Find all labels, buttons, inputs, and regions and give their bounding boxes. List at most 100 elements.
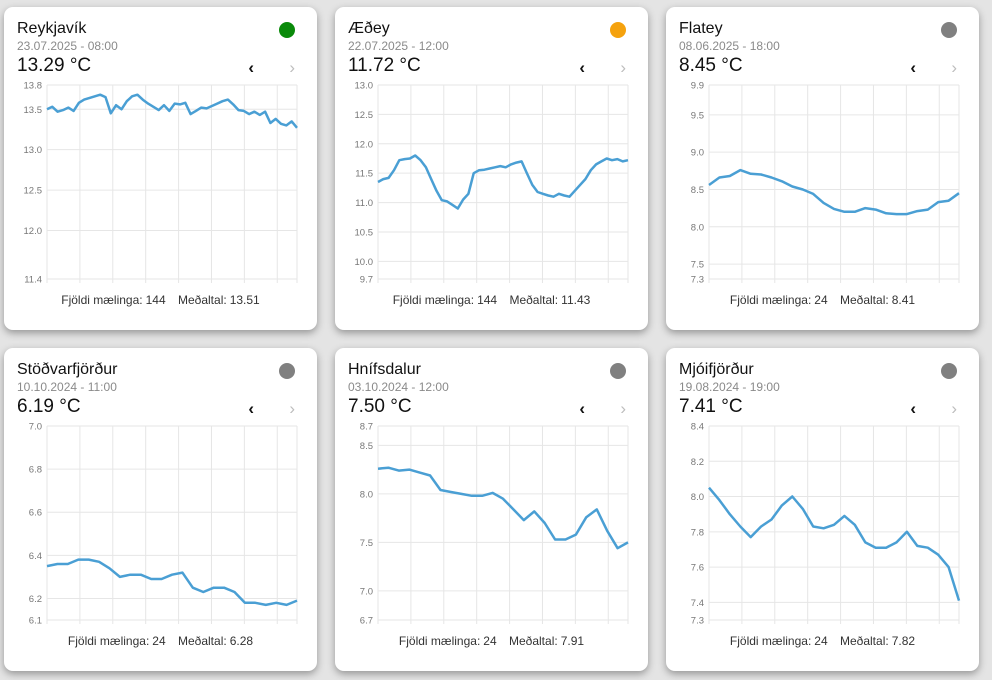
station-temperature: 7.41 °C	[679, 396, 743, 417]
next-button[interactable]: ›	[620, 399, 626, 418]
temperature-chart: 7.3 7.4 7.6 7.8 8.0 8.2 8.4	[691, 422, 961, 627]
average-value: 7.91	[560, 634, 585, 648]
station-card: Stöðvarfjörður 10.10.2024 - 11:00 6.19 °…	[4, 348, 317, 671]
station-card: Æðey 22.07.2025 - 12:00 11.72 °C ‹ › 9.7…	[335, 7, 648, 330]
status-indicator-icon	[279, 363, 295, 379]
svg-text:7.3: 7.3	[691, 616, 704, 627]
count-label: Fjöldi mælinga:	[398, 634, 481, 648]
svg-text:9.5: 9.5	[691, 110, 704, 121]
svg-text:6.4: 6.4	[29, 551, 42, 562]
svg-text:12.0: 12.0	[355, 139, 374, 150]
svg-text:13.0: 13.0	[24, 145, 43, 156]
station-name: Flatey	[679, 20, 723, 37]
svg-text:6.6: 6.6	[29, 508, 42, 519]
svg-text:13.0: 13.0	[355, 81, 374, 92]
count-value: 24	[152, 634, 166, 648]
station-name: Æðey	[348, 20, 390, 37]
station-temperature: 13.29 °C	[17, 55, 92, 76]
svg-text:9.9: 9.9	[691, 81, 704, 92]
chart-footer: Fjöldi mælinga: 144 Meðaltal: 13.51	[4, 293, 317, 307]
average-value: 6.28	[229, 634, 254, 648]
previous-button[interactable]: ‹	[579, 58, 585, 77]
count-value: 24	[483, 634, 497, 648]
count-label: Fjöldi mælinga:	[729, 293, 812, 307]
svg-text:8.0: 8.0	[360, 489, 373, 500]
chart-footer: Fjöldi mælinga: 24 Meðaltal: 6.28	[4, 634, 317, 648]
temperature-chart: 9.7 10.0 10.5 11.0 11.5 12.0 12.5 13.0	[355, 81, 629, 286]
chart-footer: Fjöldi mælinga: 24 Meðaltal: 7.82	[666, 634, 979, 648]
svg-text:12.5: 12.5	[355, 110, 374, 121]
station-datetime: 10.10.2024 - 11:00	[17, 380, 117, 394]
svg-text:12.5: 12.5	[24, 186, 43, 197]
svg-text:6.2: 6.2	[29, 594, 42, 605]
station-card: Flatey 08.06.2025 - 18:00 8.45 °C ‹ › 7.…	[666, 7, 979, 330]
svg-text:8.2: 8.2	[691, 457, 704, 468]
count-value: 24	[814, 293, 828, 307]
svg-text:6.8: 6.8	[29, 465, 42, 476]
average-label: Meðaltal:	[178, 634, 227, 648]
station-datetime: 22.07.2025 - 12:00	[348, 39, 449, 53]
svg-text:12.0: 12.0	[24, 226, 43, 237]
average-label: Meðaltal:	[509, 634, 558, 648]
average-value: 11.43	[561, 293, 591, 307]
station-card: Hnífsdalur 03.10.2024 - 12:00 7.50 °C ‹ …	[335, 348, 648, 671]
temperature-chart: 7.3 7.5 8.0 8.5 9.0 9.5 9.9	[691, 81, 960, 286]
previous-button[interactable]: ‹	[248, 58, 254, 77]
count-label: Fjöldi mælinga:	[67, 634, 150, 648]
status-indicator-icon	[941, 22, 957, 38]
temperature-chart: 6.1 6.2 6.4 6.6 6.8 7.0	[29, 422, 298, 627]
temperature-chart: 6.7 7.0 7.5 8.0 8.5 8.7	[360, 422, 629, 627]
svg-text:11.0: 11.0	[355, 198, 373, 209]
chart-footer: Fjöldi mælinga: 24 Meðaltal: 8.41	[666, 293, 979, 307]
station-card: Mjóifjörður 19.08.2024 - 19:00 7.41 °C ‹…	[666, 348, 979, 671]
count-label: Fjöldi mælinga:	[392, 293, 475, 307]
svg-text:10.0: 10.0	[355, 257, 374, 268]
svg-text:8.0: 8.0	[691, 222, 704, 233]
svg-text:7.5: 7.5	[691, 260, 704, 271]
previous-button[interactable]: ‹	[910, 399, 916, 418]
average-label: Meðaltal:	[178, 293, 227, 307]
station-datetime: 08.06.2025 - 18:00	[679, 39, 780, 53]
status-indicator-icon	[610, 363, 626, 379]
svg-text:8.4: 8.4	[691, 422, 704, 433]
svg-text:8.7: 8.7	[360, 422, 373, 433]
svg-text:7.0: 7.0	[360, 586, 373, 597]
svg-text:6.1: 6.1	[29, 616, 42, 627]
count-label: Fjöldi mælinga:	[729, 634, 812, 648]
svg-text:9.7: 9.7	[360, 275, 373, 286]
svg-text:8.5: 8.5	[691, 185, 704, 196]
next-button[interactable]: ›	[289, 58, 295, 77]
svg-text:13.8: 13.8	[24, 81, 43, 92]
svg-text:7.3: 7.3	[691, 275, 704, 286]
svg-text:8.5: 8.5	[360, 441, 373, 452]
next-button[interactable]: ›	[620, 58, 626, 77]
average-value: 7.82	[891, 634, 916, 648]
previous-button[interactable]: ‹	[248, 399, 254, 418]
count-label: Fjöldi mælinga:	[61, 293, 143, 307]
station-name: Stöðvarfjörður	[17, 361, 118, 378]
status-indicator-icon	[279, 22, 295, 38]
next-button[interactable]: ›	[951, 58, 957, 77]
count-value: 24	[814, 634, 828, 648]
station-name: Mjóifjörður	[679, 361, 754, 378]
svg-text:10.5: 10.5	[355, 227, 374, 238]
station-datetime: 03.10.2024 - 12:00	[348, 380, 449, 394]
next-button[interactable]: ›	[951, 399, 957, 418]
previous-button[interactable]: ‹	[910, 58, 916, 77]
svg-text:7.5: 7.5	[360, 538, 373, 549]
svg-text:9.0: 9.0	[691, 148, 704, 159]
count-value: 144	[145, 293, 166, 307]
average-label: Meðaltal:	[840, 634, 889, 648]
average-label: Meðaltal:	[509, 293, 559, 307]
svg-text:7.6: 7.6	[691, 563, 704, 574]
svg-text:6.7: 6.7	[360, 616, 373, 627]
svg-text:7.0: 7.0	[29, 422, 42, 433]
status-indicator-icon	[610, 22, 626, 38]
chart-footer: Fjöldi mælinga: 144 Meðaltal: 11.43	[335, 293, 648, 307]
next-button[interactable]: ›	[289, 399, 295, 418]
station-temperature: 8.45 °C	[679, 55, 743, 76]
station-temperature: 11.72 °C	[348, 55, 421, 76]
previous-button[interactable]: ‹	[579, 399, 585, 418]
temperature-chart: 11.4 12.0 12.5 13.0 13.5 13.8	[24, 81, 298, 286]
svg-text:11.5: 11.5	[355, 169, 373, 180]
